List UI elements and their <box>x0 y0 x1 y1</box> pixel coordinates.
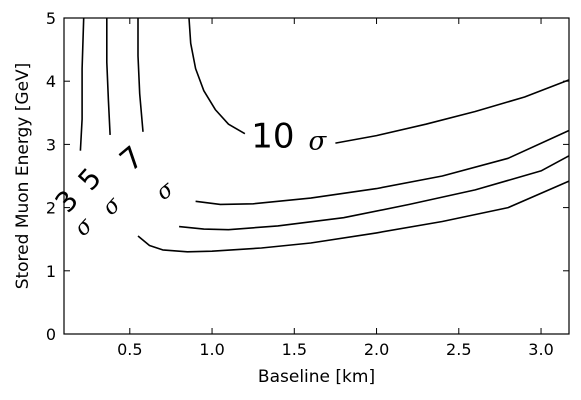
y-tick-label: 0 <box>46 325 56 344</box>
y-axis-label: Stored Muon Energy [GeV] <box>13 63 33 290</box>
plot-area-frame <box>63 17 570 335</box>
contour-line-7-sigma <box>137 18 144 132</box>
y-tick-label: 3 <box>46 135 56 154</box>
contour-label-5: 5 <box>72 161 108 196</box>
x-axis-label: Baseline [km] <box>258 367 375 387</box>
y-tick-label: 5 <box>46 9 56 28</box>
contour-line-10-sigma <box>335 79 570 144</box>
y-axis-ticks: 0 1 2 3 4 5 <box>46 9 569 344</box>
x-tick-label: 3.0 <box>528 340 553 359</box>
x-tick-label: 2.5 <box>446 340 471 359</box>
contour-line-3-sigma <box>137 180 570 253</box>
contour-line-5-sigma <box>106 18 111 135</box>
x-tick-label: 1.5 <box>282 340 307 359</box>
contour-line-3-sigma <box>79 17 85 151</box>
contour-label-sigma: σ <box>308 126 327 156</box>
contour-label-7: 7 <box>113 140 150 179</box>
contour-line-7-sigma <box>195 129 570 206</box>
y-tick-label: 4 <box>46 72 56 91</box>
contour-line-10-sigma <box>188 17 246 135</box>
x-tick-label: 1.0 <box>199 340 224 359</box>
contour-label-sigma: σ <box>97 192 126 221</box>
x-tick-label: 2.0 <box>364 340 389 359</box>
contour-lines-group <box>79 17 570 253</box>
contour-label-sigma: σ <box>151 176 179 205</box>
y-tick-label: 2 <box>46 199 56 218</box>
y-tick-label: 1 <box>46 262 56 281</box>
x-axis-ticks: 0.5 1.0 1.5 2.0 2.5 3.0 <box>117 18 554 359</box>
contour-label-10: 10 <box>251 117 294 157</box>
x-tick-label: 0.5 <box>117 340 142 359</box>
contour-line-5-sigma <box>179 155 570 231</box>
